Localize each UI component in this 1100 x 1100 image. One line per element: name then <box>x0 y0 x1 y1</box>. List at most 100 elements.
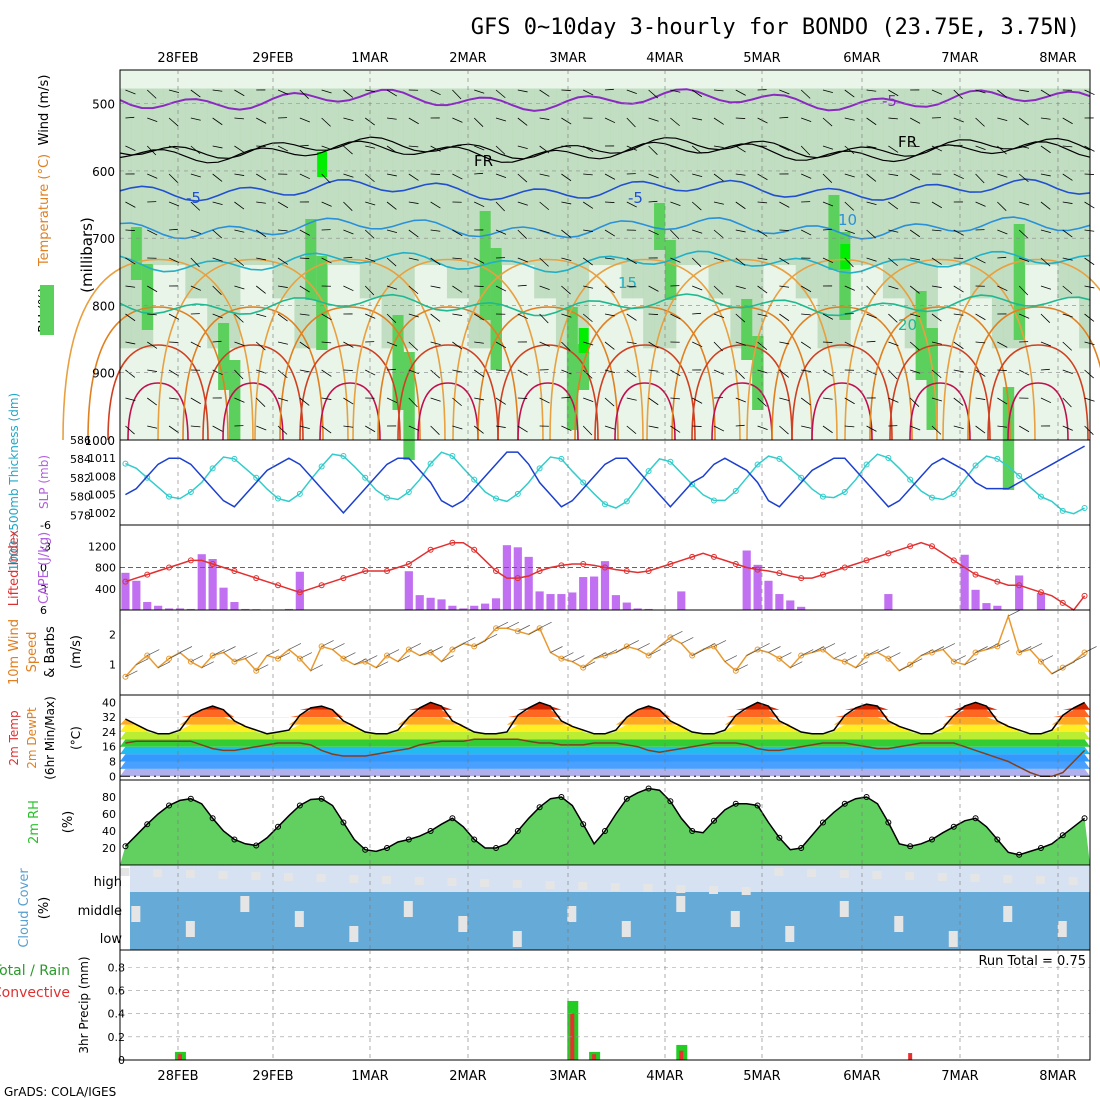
wind-barb <box>430 201 441 209</box>
cloud-gap <box>621 921 631 937</box>
cloud-gap <box>676 896 686 912</box>
wind-barb <box>670 89 681 93</box>
lifted-index-line-point <box>798 575 805 582</box>
wind-barb <box>909 285 920 294</box>
wind-speed-line-point <box>296 655 303 662</box>
wind-barb <box>953 285 964 293</box>
wind-barb <box>255 341 266 351</box>
temperature-band <box>120 724 1090 732</box>
cape-bar <box>764 580 773 610</box>
wind-barb <box>168 117 179 127</box>
wind-barb <box>691 397 703 404</box>
wind-barb <box>299 397 310 406</box>
wind-barb <box>801 425 812 429</box>
wind-barb <box>299 89 309 99</box>
lifted-index-line-point <box>209 560 216 567</box>
cloud-gap <box>512 931 522 947</box>
panel-frame <box>119 439 1091 526</box>
wind-barb <box>419 649 432 656</box>
rh2m-line-point <box>623 795 630 802</box>
wind-barb <box>474 89 485 94</box>
wind-barb <box>441 655 454 662</box>
wind-barb <box>277 369 288 379</box>
wind-barb <box>604 341 615 350</box>
wind-barb <box>321 313 332 321</box>
wind-barb <box>277 425 288 435</box>
cloud-gap <box>774 868 784 876</box>
wind-barb <box>997 256 1007 259</box>
wind-barb <box>735 424 745 427</box>
wind-barb <box>779 145 790 152</box>
rh-region <box>392 315 404 410</box>
contour-label: 15 <box>618 274 637 292</box>
rh2m-line-point <box>471 836 478 843</box>
thickness-line-point <box>907 476 914 483</box>
wind-barb <box>517 173 528 183</box>
wind-barb <box>539 201 550 211</box>
wind-barb <box>168 369 180 377</box>
precip-tick: 0.4 <box>108 1008 126 1021</box>
wind-barb <box>364 285 375 296</box>
wind-barb <box>212 340 222 343</box>
rh2m-line-point <box>405 836 412 843</box>
wind-barb <box>866 313 877 319</box>
lifted-index-line-point <box>819 571 826 578</box>
rh-region <box>1002 88 1015 349</box>
temperature-contour <box>62 258 254 441</box>
wind-tick: 1 <box>109 659 116 672</box>
temperature-contour <box>254 258 446 441</box>
cloud-gap <box>120 868 130 876</box>
rh-region <box>359 88 372 299</box>
rh2m-line-point <box>645 785 652 792</box>
lifted-tick: -6 <box>40 519 51 532</box>
rh2m-line-point <box>994 836 1001 843</box>
wind-barb <box>822 425 833 434</box>
wind-barb <box>953 229 964 236</box>
temp-tick: 0 <box>109 770 116 783</box>
wind-barb <box>604 117 616 124</box>
cloud-gap <box>480 879 490 887</box>
wind-barb <box>506 621 520 629</box>
wind-barb <box>583 285 594 289</box>
wind-barb <box>321 89 332 94</box>
wind-barb <box>223 646 236 653</box>
wind-barb <box>299 341 310 350</box>
precip-tick: 0.2 <box>108 1031 126 1044</box>
wind-barb <box>626 425 637 435</box>
wind-barb <box>670 425 681 433</box>
lifted-index-line-point <box>253 575 260 582</box>
wind-barb <box>1040 89 1051 97</box>
cape-bar <box>775 594 784 610</box>
wind-barb <box>888 117 898 120</box>
wind-barb <box>386 341 398 347</box>
wind-barb <box>1062 201 1073 204</box>
wind-barb <box>888 652 901 659</box>
wind-barb <box>386 117 397 120</box>
wind-barb <box>136 658 149 665</box>
wind-barb <box>735 173 746 176</box>
wind-barb <box>430 285 441 289</box>
cape-bar <box>186 608 195 610</box>
wind-barb <box>321 173 331 184</box>
wind-barb <box>931 229 942 232</box>
wind-barb <box>190 201 201 211</box>
wind-barb <box>125 229 135 231</box>
wind-speed-line-point <box>1037 658 1044 665</box>
rh-region <box>893 88 906 299</box>
cape-bar <box>568 592 577 610</box>
rh-region <box>414 88 426 266</box>
wind-barb <box>321 117 331 127</box>
date-label-bottom: 5MAR <box>743 1069 780 1084</box>
wind-barb <box>147 229 158 236</box>
thickness-line-point <box>187 488 194 495</box>
cloud-gap <box>403 901 413 917</box>
wind-barb <box>256 257 267 261</box>
wind-barb <box>953 257 964 259</box>
date-label-top: 28FEB <box>157 51 198 66</box>
wind-barb <box>735 369 745 379</box>
wind-speed-line-point <box>144 652 151 659</box>
wind-barb <box>604 397 615 407</box>
wind-barb <box>746 649 759 656</box>
wind-barb <box>1018 313 1030 319</box>
wind-barb <box>604 173 616 180</box>
